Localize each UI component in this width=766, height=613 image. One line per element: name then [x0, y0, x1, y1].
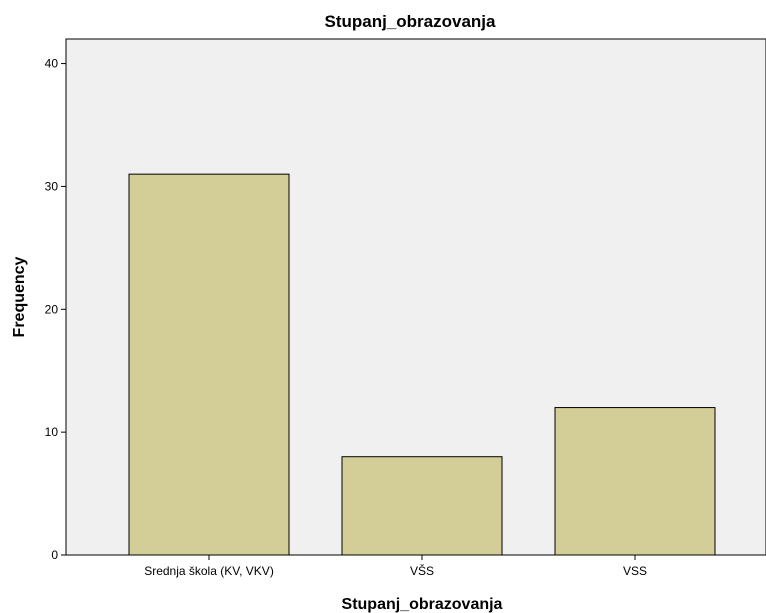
x-tick-label: VŠS: [410, 563, 434, 578]
x-tick-label: VSS: [623, 564, 647, 578]
bar-2: [341, 456, 503, 556]
bar-1: [128, 173, 290, 556]
x-axis-ticks: Srednja škola (KV, VKV) VŠS VSS: [144, 555, 647, 578]
y-tick-label: 40: [45, 57, 59, 71]
y-axis-title: Frequency: [11, 256, 28, 337]
bars-group: [128, 173, 716, 556]
x-axis-title: Stupanj_obrazovanja: [342, 596, 503, 613]
y-tick-label: 0: [51, 548, 58, 562]
y-axis-ticks: 0 10 20 30 40: [45, 57, 66, 562]
x-tick-label: Srednja škola (KV, VKV): [144, 564, 274, 578]
y-tick-label: 30: [45, 179, 59, 193]
bar-3: [554, 407, 716, 556]
y-tick-label: 20: [45, 302, 59, 316]
y-tick-label: 10: [45, 425, 59, 439]
chart-title: Stupanj_obrazovanja: [325, 12, 497, 31]
